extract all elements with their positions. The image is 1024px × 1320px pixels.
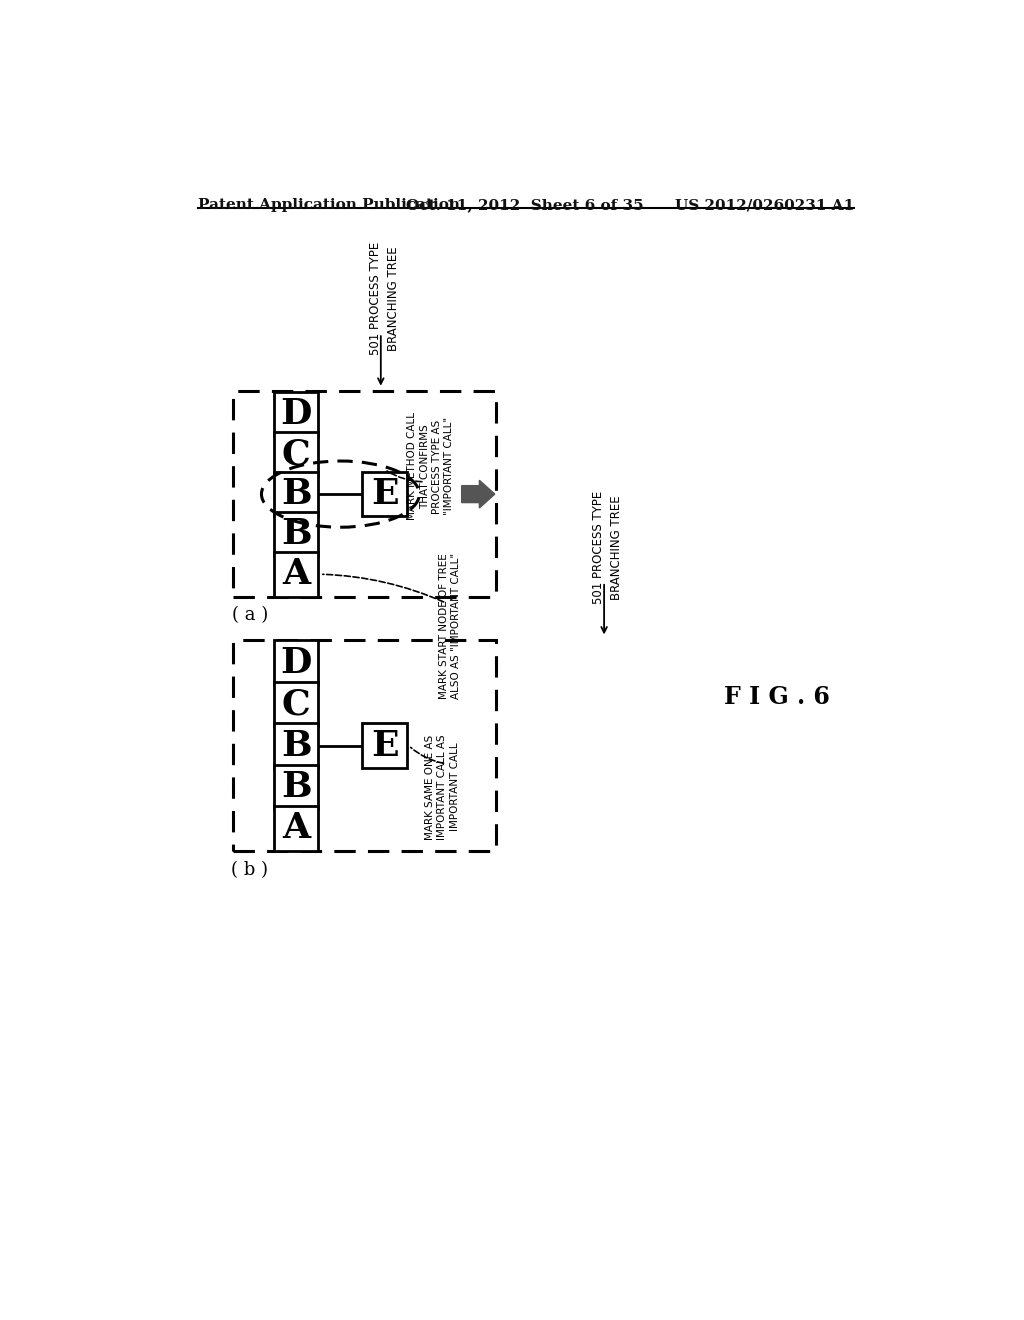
Text: B: B	[281, 477, 311, 511]
Text: C: C	[282, 437, 310, 471]
Bar	[362, 723, 407, 768]
Text: A: A	[282, 812, 310, 845]
Text: B: B	[281, 770, 311, 804]
Bar	[273, 471, 318, 516]
Text: Patent Application Publication: Patent Application Publication	[199, 198, 461, 213]
Bar	[273, 512, 318, 557]
Bar	[273, 552, 318, 597]
Bar	[273, 723, 318, 768]
Text: E: E	[371, 729, 398, 763]
Bar	[273, 392, 318, 437]
Text: A: A	[282, 557, 310, 591]
Text: E: E	[371, 477, 398, 511]
Bar	[273, 807, 318, 850]
Text: B: B	[281, 729, 311, 763]
Bar	[273, 682, 318, 726]
Text: MARK SAME ONE AS
IMPORTANT CALL AS
IMPORTANT CALL: MARK SAME ONE AS IMPORTANT CALL AS IMPOR…	[425, 734, 460, 840]
Text: US 2012/0260231 A1: US 2012/0260231 A1	[675, 198, 854, 213]
Bar	[273, 432, 318, 477]
FancyArrow shape	[462, 480, 495, 508]
Text: 501 PROCESS TYPE
BRANCHING TREE: 501 PROCESS TYPE BRANCHING TREE	[593, 491, 624, 603]
Text: D: D	[281, 397, 311, 432]
Text: MARK START NODE OF TREE
ALSO AS "IMPORTANT CALL": MARK START NODE OF TREE ALSO AS "IMPORTA…	[439, 553, 461, 700]
Bar	[233, 640, 497, 851]
Bar	[273, 764, 318, 809]
Text: ( a ): ( a )	[231, 607, 268, 624]
Text: F I G . 6: F I G . 6	[724, 685, 830, 709]
Bar	[233, 391, 497, 598]
Text: C: C	[282, 688, 310, 721]
Text: D: D	[281, 645, 311, 680]
Text: 501 PROCESS TYPE
BRANCHING TREE: 501 PROCESS TYPE BRANCHING TREE	[370, 242, 400, 355]
Bar	[273, 640, 318, 685]
Text: B: B	[281, 517, 311, 552]
Bar	[362, 471, 407, 516]
Text: Oct. 11, 2012  Sheet 6 of 35: Oct. 11, 2012 Sheet 6 of 35	[406, 198, 644, 213]
Text: ( b ): ( b )	[231, 861, 268, 879]
Text: MARK METHOD CALL
THAT CONFIRMS
PROCESS TYPE AS
"IMPORTANT CALL": MARK METHOD CALL THAT CONFIRMS PROCESS T…	[408, 412, 455, 520]
